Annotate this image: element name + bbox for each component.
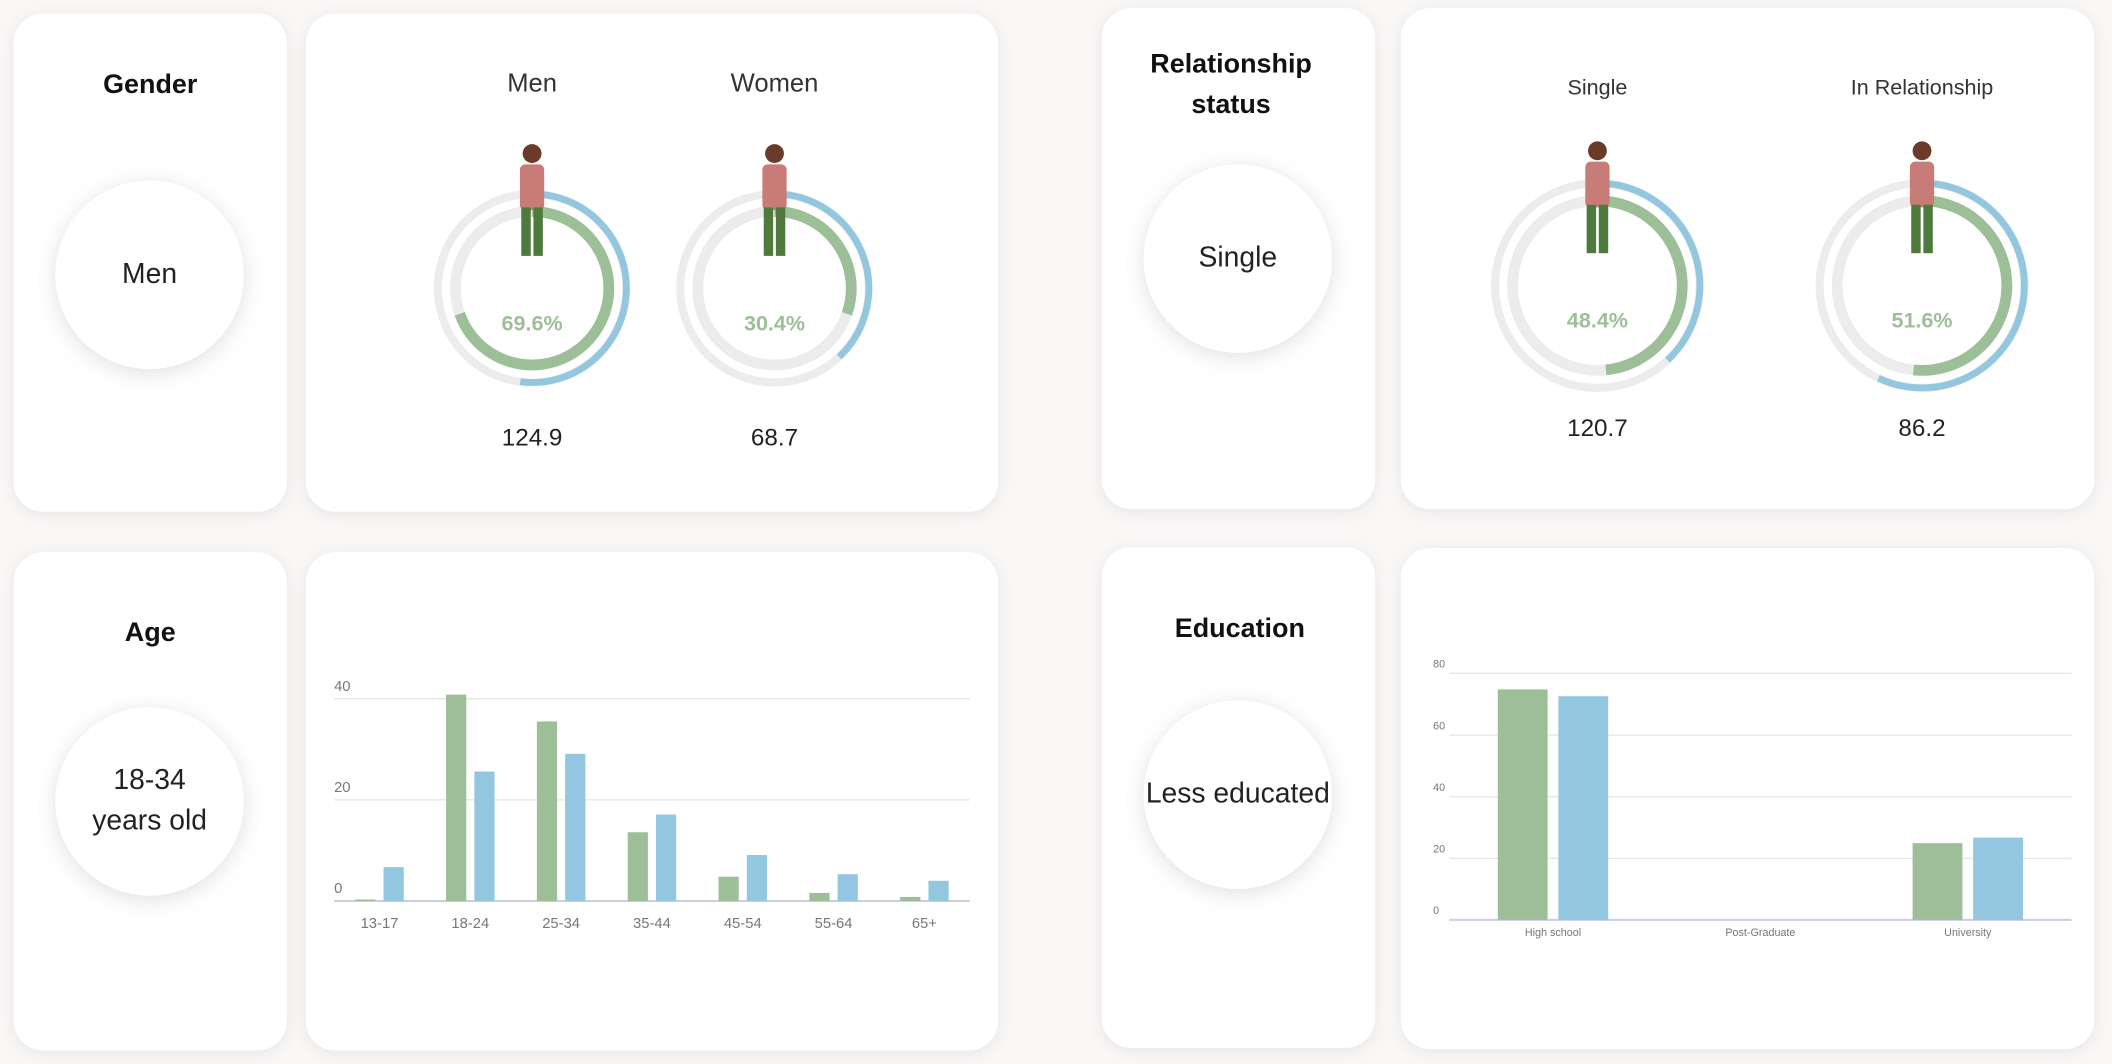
bar — [536, 721, 558, 902]
x-tick-label: Post-Graduate — [1725, 927, 1795, 939]
bar — [809, 892, 830, 902]
illustration — [1586, 204, 1597, 254]
illustration — [521, 207, 531, 256]
inner-arc — [1912, 195, 2013, 376]
panel-title: Relationship status — [1150, 49, 1312, 120]
category-label: Men — [507, 70, 557, 98]
outer-arc — [1597, 179, 1704, 363]
panel-title: Age — [124, 617, 176, 648]
y-tick-label: 80 — [1433, 659, 1445, 671]
selection-box: Men — [122, 258, 178, 290]
selection-box: Less educated — [1145, 778, 1330, 810]
illustration — [765, 144, 784, 163]
illustration — [1585, 161, 1610, 208]
total-label: 68.7 — [751, 424, 798, 451]
selection-label[interactable]: 18-34 years old — [92, 765, 207, 837]
y-tick-label: 0 — [1433, 905, 1439, 917]
y-tick-label: 40 — [334, 679, 350, 695]
illustration — [1912, 141, 1932, 161]
total-label: 86.2 — [1898, 415, 1945, 442]
panel-title-box: Relationship status — [1150, 49, 1312, 120]
bar — [627, 832, 648, 902]
x-tick-label: High school — [1525, 927, 1581, 939]
bar — [655, 814, 677, 902]
category-label: Single — [1567, 76, 1627, 100]
x-tick-label: 18-24 — [451, 916, 489, 932]
bar — [900, 896, 921, 902]
bar — [1973, 837, 2024, 920]
bar — [1558, 696, 1609, 920]
total-label: 120.7 — [1567, 415, 1628, 442]
outer-arc — [1877, 179, 2028, 392]
bar — [1497, 689, 1548, 920]
x-tick-label: 65+ — [912, 916, 937, 932]
bar — [474, 771, 495, 902]
illustration — [1909, 161, 1935, 208]
value-label: 30.4% — [744, 311, 805, 335]
panel-title: Education — [1174, 613, 1305, 644]
selection-box: 18-34 years old — [92, 765, 207, 837]
category-label: In Relationship — [1851, 76, 1993, 100]
selection-circle[interactable] — [1143, 700, 1333, 889]
y-tick-label: 20 — [334, 780, 350, 796]
inner-arc — [774, 206, 857, 316]
selection-label[interactable]: Single — [1198, 242, 1278, 274]
panel-title-box: Gender — [103, 69, 198, 99]
illustration — [522, 144, 542, 163]
outer-arc — [519, 190, 630, 386]
value-label: 48.4% — [1567, 309, 1628, 333]
x-tick-label: 35-44 — [633, 916, 671, 932]
y-tick-label: 60 — [1433, 720, 1445, 732]
inner-arc — [1597, 195, 1688, 376]
inner-arc — [454, 206, 615, 371]
y-tick-label: 20 — [1433, 843, 1445, 855]
bar — [565, 753, 586, 902]
y-tick-label: 0 — [334, 881, 342, 897]
selection-circle[interactable] — [55, 180, 244, 370]
x-tick-label: University — [1944, 927, 1992, 939]
illustration — [519, 164, 545, 211]
bar — [383, 867, 404, 902]
selection-circle[interactable] — [1143, 164, 1333, 353]
panel-title-box: Education — [1174, 613, 1305, 644]
value-label: 51.6% — [1891, 309, 1952, 333]
bar — [446, 694, 467, 902]
bar — [928, 880, 949, 902]
selection-label[interactable]: Men — [122, 258, 178, 290]
bar — [1912, 843, 1963, 920]
illustration — [1911, 204, 1921, 254]
selection-circle[interactable] — [55, 707, 244, 896]
bar — [718, 876, 739, 902]
panel-title-box: Age — [124, 617, 176, 648]
illustration — [1598, 204, 1609, 254]
selection-box: Single — [1198, 242, 1278, 274]
y-tick-label: 40 — [1433, 782, 1445, 794]
illustration — [1588, 141, 1607, 161]
value-label: 69.6% — [502, 311, 563, 335]
outer-arc — [774, 190, 873, 360]
x-tick-label: 13-17 — [361, 916, 399, 932]
category-label: Women — [731, 70, 819, 98]
x-tick-label: 55-64 — [815, 916, 853, 932]
bar — [746, 855, 768, 902]
gender-chart-card — [305, 13, 999, 512]
panel-title: Gender — [103, 69, 198, 99]
illustration — [762, 164, 787, 211]
illustration — [533, 207, 543, 256]
illustration — [1923, 204, 1933, 254]
selection-label[interactable]: Less educated — [1145, 778, 1330, 810]
illustration — [763, 207, 774, 256]
bar — [837, 874, 858, 902]
total-label: 124.9 — [502, 424, 563, 451]
x-tick-label: 45-54 — [724, 916, 762, 932]
x-tick-label: 25-34 — [542, 916, 580, 932]
bar — [355, 899, 376, 902]
illustration — [775, 207, 786, 256]
age-chart-card — [305, 552, 999, 1051]
